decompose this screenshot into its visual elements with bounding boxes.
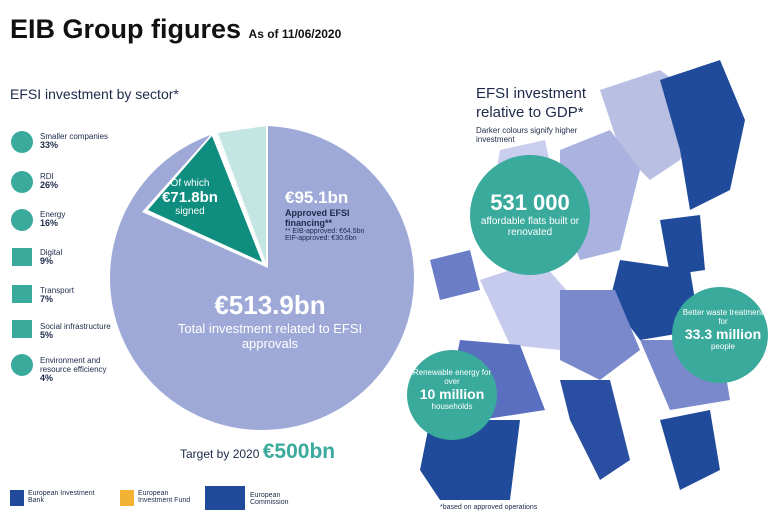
sector-item: Digital 9% <box>40 248 125 266</box>
total-text: €513.9bn Total investment related to EFSI… <box>177 290 363 351</box>
title: EIB Group figures As of 11/06/2020 <box>10 14 342 44</box>
sector-item: Smaller companies 33% <box>40 132 125 150</box>
bubble-text: Better waste treatment for 33.3 million pe… <box>682 308 764 351</box>
sector-label: Energy <box>40 210 66 219</box>
sector-item: Environment and resource efficiency 4% <box>40 356 125 383</box>
logo-text: European Investment Fund <box>138 490 191 504</box>
sector-share: 9% <box>40 256 54 266</box>
bubble-text: Renewable energy for over 10 million house… <box>412 368 492 411</box>
sector-item: Energy 16% <box>40 210 125 228</box>
bubble <box>470 155 590 275</box>
bubble <box>672 287 768 383</box>
sector-share: 7% <box>40 294 54 304</box>
sector-heading: EFSI investment by sector* <box>10 86 179 102</box>
approved-text: €95.1bn Approved EFSI financing** ** EIB-a… <box>285 188 365 242</box>
sector-label: Environment and resource efficiency <box>40 356 107 374</box>
sector-item: Social infrastructure 5% <box>40 322 125 340</box>
footnote: *based on approved operations <box>440 504 538 511</box>
target: Target by 2020 €500bn <box>180 440 336 463</box>
sector-label: Social infrastructure <box>40 322 111 331</box>
sector-label: Digital <box>40 248 63 257</box>
sector-icons <box>11 131 33 376</box>
sector-item: RDI 26% <box>40 172 125 190</box>
sector-share: 5% <box>40 330 54 340</box>
sector-label: Transport <box>40 286 74 295</box>
sector-share: 16% <box>40 218 59 228</box>
logo-text: European Commission <box>250 492 289 506</box>
sector-share: 26% <box>40 180 59 190</box>
bubble <box>407 350 497 440</box>
signed-slice <box>148 136 262 262</box>
gdp-note: Darker colours signify higher investment <box>476 126 578 144</box>
sector-label: Smaller companies <box>40 132 109 141</box>
sector-share: 33% <box>40 140 59 150</box>
sector-share: 4% <box>40 373 54 383</box>
approved-slice <box>218 126 266 262</box>
signed-text: Of which €71.8bn signed <box>162 178 218 217</box>
gdp-heading: EFSI investment relative to GDP* <box>476 85 587 121</box>
sector-item: Transport 7% <box>40 286 125 304</box>
sector-label: RDI <box>40 172 54 181</box>
logo-text: European Investment Bank <box>28 490 95 504</box>
bubble-text: 531 000 affordable flats built or renovat… <box>480 190 580 238</box>
